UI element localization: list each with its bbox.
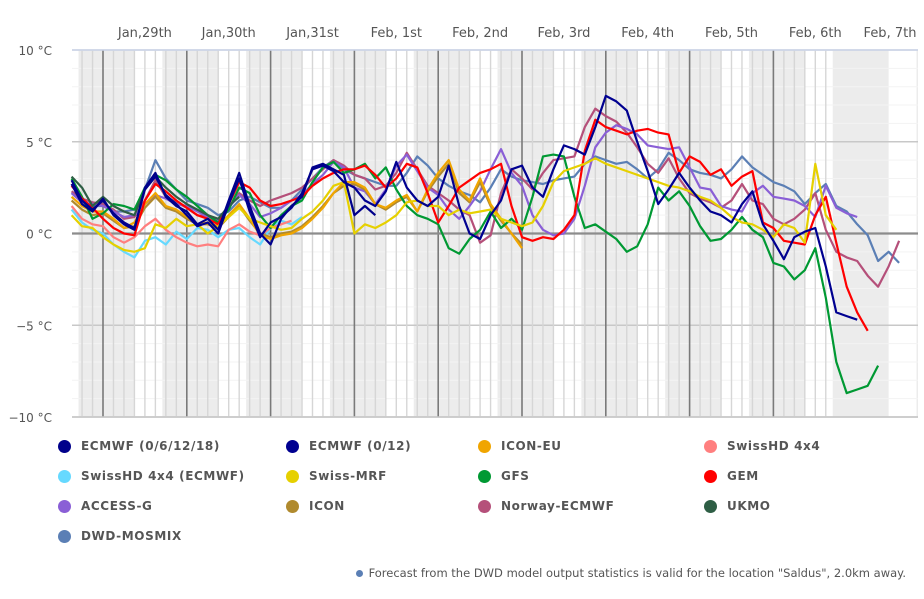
grid <box>72 49 918 418</box>
legend-marker-icon <box>478 439 491 453</box>
legend-item-ukmo[interactable]: UKMO <box>704 496 771 516</box>
series-line-icon[interactable] <box>70 162 523 246</box>
x-tick-label: Jan,30th <box>201 26 256 41</box>
x-tick-label: Feb, 7th <box>864 26 917 41</box>
x-axis-labels: Jan,29th Jan,30th Jan,31st Feb, 1st Feb, 2nd… <box>117 26 917 41</box>
x-tick-label: Jan,31st <box>285 26 339 41</box>
legend-label: SwissHD 4x4 <box>727 439 821 453</box>
y-tick-label: 5 °C <box>26 136 52 150</box>
legend-marker-icon <box>58 469 71 483</box>
x-tick-label: Feb, 1st <box>371 26 422 41</box>
legend-label: GFS <box>501 469 530 483</box>
x-tick-label: Feb, 2nd <box>452 26 508 41</box>
legend-marker-icon <box>58 499 71 513</box>
legend-item-icon[interactable]: ICON <box>286 496 345 516</box>
legend-label: SwissHD 4x4 (ECMWF) <box>81 469 245 483</box>
legend-item-swiss-mrf[interactable]: Swiss-MRF <box>286 466 387 486</box>
legend-label: ICON <box>309 499 345 513</box>
legend-label: GEM <box>727 469 759 483</box>
x-tick-label: Feb, 4th <box>621 26 674 41</box>
legend-item-ecmwf-0-6-12-18[interactable]: ECMWF (0/6/12/18) <box>58 436 220 456</box>
legend-marker-icon <box>478 469 491 483</box>
legend-marker-icon <box>704 499 717 513</box>
y-axis-labels: 10 °C 5 °C 0 °C −5 °C −10 °C <box>8 44 52 425</box>
series-line-swisshd-4x4[interactable] <box>70 205 292 248</box>
temperature-chart: 10 °C 5 °C 0 °C −5 °C −10 °C Jan,29th Jan,30t… <box>8 26 918 425</box>
legend-marker-icon <box>286 439 299 453</box>
legend-label: UKMO <box>727 499 771 513</box>
legend-label: ECMWF (0/12) <box>309 439 412 453</box>
legend-item-access-g[interactable]: ACCESS-G <box>58 496 152 516</box>
x-tick-label: Feb, 3rd <box>537 26 590 41</box>
legend-item-swisshd-4x4-ecmwf[interactable]: SwissHD 4x4 (ECMWF) <box>58 466 245 486</box>
legend-label: DWD-MOSMIX <box>81 529 182 543</box>
legend-marker-icon <box>704 439 717 453</box>
legend-label: ACCESS-G <box>81 499 153 513</box>
footnote: Forecast from the DWD model output stati… <box>355 566 906 580</box>
series-line-ecmwf-0-12[interactable] <box>70 94 858 321</box>
x-tick-label: Feb, 6th <box>789 26 842 41</box>
legend-marker-icon <box>58 529 71 543</box>
y-tick-label: 10 °C <box>19 44 52 58</box>
legend-item-norway-ecmwf[interactable]: Norway-ECMWF <box>478 496 614 516</box>
legend-item-icon-eu[interactable]: ICON-EU <box>478 436 562 456</box>
footnote-dot-icon <box>355 569 363 577</box>
y-tick-label: −10 °C <box>8 411 52 425</box>
footnote-text: Forecast from the DWD model output stati… <box>368 566 906 580</box>
x-tick-label: Jan,29th <box>117 26 172 41</box>
legend-label: ECMWF (0/6/12/18) <box>81 439 220 453</box>
y-tick-label: −5 °C <box>16 319 52 333</box>
legend-item-ecmwf-0-12[interactable]: ECMWF (0/12) <box>286 436 411 456</box>
legend-marker-icon <box>286 469 299 483</box>
legend-label: Norway-ECMWF <box>501 499 615 513</box>
legend-marker-icon <box>58 439 71 453</box>
legend-item-gem[interactable]: GEM <box>704 466 759 486</box>
legend-marker-icon <box>704 469 717 483</box>
series-line-gem[interactable] <box>70 118 869 332</box>
x-tick-label: Feb, 5th <box>705 26 758 41</box>
legend-item-gfs[interactable]: GFS <box>478 466 530 486</box>
legend-item-dwd-mosmix[interactable]: DWD-MOSMIX <box>58 526 182 546</box>
series-line-ecmwf-0-6-12-18[interactable] <box>70 162 377 246</box>
series-line-icon-eu[interactable] <box>70 159 523 249</box>
legend-label: Swiss-MRF <box>309 469 387 483</box>
legend-marker-icon <box>478 499 491 513</box>
legend-item-swisshd-4x4[interactable]: SwissHD 4x4 <box>704 436 820 456</box>
legend-marker-icon <box>286 499 299 513</box>
y-tick-label: 0 °C <box>26 228 52 242</box>
legend-label: ICON-EU <box>501 439 562 453</box>
series-lines <box>70 94 901 395</box>
